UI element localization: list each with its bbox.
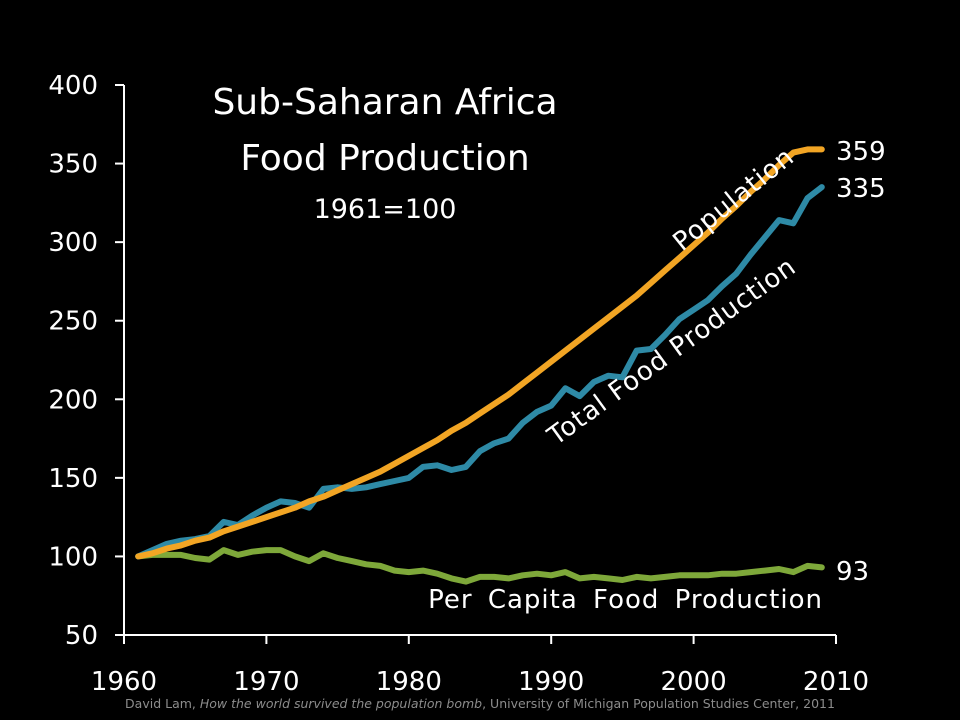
series-line-total-food-production bbox=[135, 184, 825, 560]
y-tick-label: 200 bbox=[48, 385, 98, 415]
y-tick-label: 50 bbox=[65, 621, 98, 651]
x-tick-label: 2010 bbox=[803, 667, 869, 697]
axes: 50 100 150 200 250 300 350 400 1960 1970 1980 1990 2… bbox=[48, 71, 869, 697]
y-tick-label: 100 bbox=[48, 542, 98, 572]
citation-italic: How the world survived the population bo… bbox=[199, 696, 483, 711]
x-tick-label: 1960 bbox=[91, 667, 157, 697]
chart-title: Sub-Saharan Africa bbox=[212, 82, 557, 123]
series-label-total-food-production: Total Food Production bbox=[542, 252, 802, 453]
x-tick-label: 1990 bbox=[518, 667, 584, 697]
chart-title-line2: Food Production bbox=[240, 138, 529, 179]
series-layer bbox=[135, 146, 825, 585]
citation: David Lam, How the world survived the po… bbox=[0, 696, 960, 711]
y-tick-label: 400 bbox=[48, 71, 98, 101]
labels: Sub-Saharan Africa Food Production 1961=… bbox=[212, 82, 885, 615]
citation-prefix: David Lam, bbox=[125, 696, 200, 711]
citation-suffix: , University of Michigan Population Stud… bbox=[482, 696, 835, 711]
chart-subtitle: 1961=100 bbox=[314, 194, 457, 225]
y-tick-label: 150 bbox=[48, 464, 98, 494]
series-label-population: Population bbox=[668, 142, 801, 258]
y-tick-label: 300 bbox=[48, 228, 98, 258]
x-tick-label: 1980 bbox=[376, 667, 442, 697]
series-line-per-capita-food-production bbox=[135, 547, 825, 585]
x-tick-label: 2000 bbox=[661, 667, 727, 697]
end-label-per-capita-food-production: 93 bbox=[836, 557, 869, 587]
end-label-total-food-production: 335 bbox=[836, 174, 886, 204]
series-line-population bbox=[135, 146, 825, 560]
y-tick-label: 250 bbox=[48, 307, 98, 337]
x-tick-label: 1970 bbox=[233, 667, 299, 697]
end-label-population: 359 bbox=[836, 137, 886, 167]
series-label-per-capita-food-production: Per Capita Food Production bbox=[428, 585, 823, 615]
y-tick-label: 350 bbox=[48, 150, 98, 180]
